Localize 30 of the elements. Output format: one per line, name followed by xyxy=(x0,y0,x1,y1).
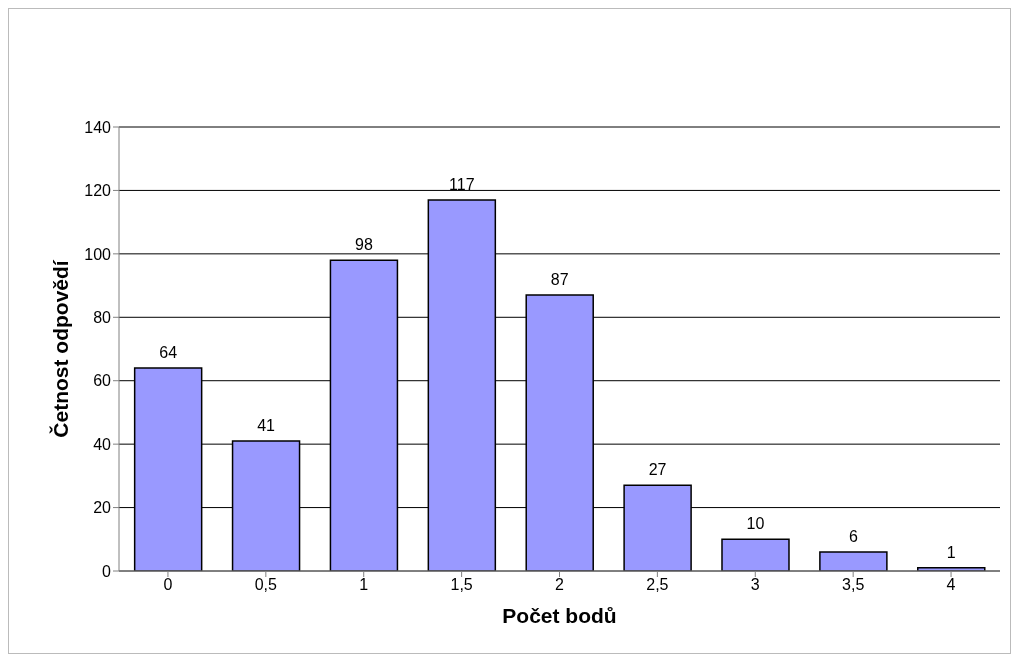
y-tick-label: 100 xyxy=(84,245,112,263)
y-tick-label: 60 xyxy=(93,372,112,390)
x-tick-label: 3 xyxy=(750,576,760,594)
x-tick-label: 1,5 xyxy=(450,576,473,594)
bar xyxy=(721,538,790,571)
x-tick-label: 4 xyxy=(946,576,956,594)
data-label: 87 xyxy=(550,271,569,289)
x-tick-label: 2 xyxy=(555,576,565,594)
y-tick-label: 0 xyxy=(102,562,112,580)
data-label: 10 xyxy=(746,515,765,533)
y-tick-label: 120 xyxy=(84,182,112,200)
x-tick-label: 2,5 xyxy=(646,576,669,594)
data-label: 41 xyxy=(257,416,276,434)
data-label: 117 xyxy=(449,175,475,193)
x-axis-title: Počet bodů xyxy=(502,604,617,627)
data-label: 1 xyxy=(946,543,956,561)
data-label: 6 xyxy=(848,527,858,545)
y-tick-label: 40 xyxy=(93,435,112,453)
y-axis-title: Četnost odpovědí xyxy=(49,259,73,438)
x-tick-label: 0 xyxy=(163,576,173,594)
x-tick-label: 0,5 xyxy=(254,576,278,594)
x-tick-label: 1 xyxy=(359,576,369,594)
data-label: 64 xyxy=(159,344,178,362)
x-tick-label: 3,5 xyxy=(842,576,865,594)
bar xyxy=(819,551,888,571)
data-label: 98 xyxy=(355,236,373,254)
y-tick-label: 80 xyxy=(93,308,112,326)
y-tick-label: 20 xyxy=(93,499,112,517)
data-label: 27 xyxy=(648,461,667,479)
y-tick-label: 140 xyxy=(84,118,112,136)
